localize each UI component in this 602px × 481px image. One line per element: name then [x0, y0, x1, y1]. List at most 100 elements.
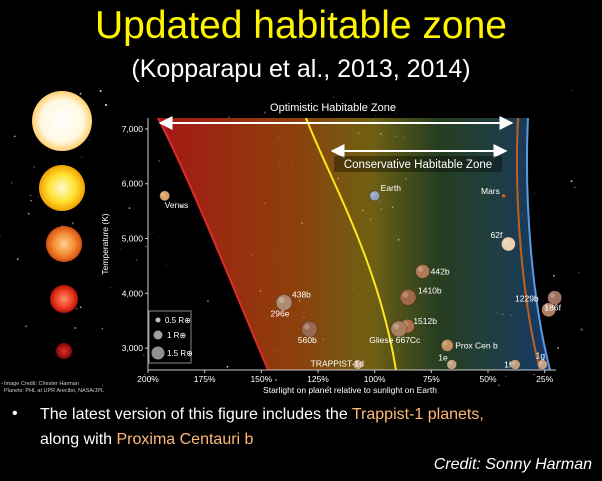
planet-marker: [446, 359, 458, 370]
star-k-type-icon: [46, 226, 82, 262]
planet-marker-highlight: [354, 361, 359, 365]
proxima-highlight: Proxima Centauri b: [116, 431, 254, 448]
background-star: [275, 379, 277, 382]
optimistic-zone-label: Optimistic Habitable Zone: [270, 102, 396, 114]
background-star: [105, 103, 108, 107]
planet-marker: [399, 289, 417, 306]
background-star: [88, 139, 90, 141]
star-color-sequence: [32, 91, 92, 359]
background-star: [30, 200, 32, 202]
planet-marker-highlight: [544, 305, 550, 311]
planet-marker: [547, 290, 562, 306]
planet-label: 296e: [271, 309, 290, 319]
background-star: [79, 92, 82, 95]
planet-marker: [390, 320, 408, 338]
background-star: [423, 94, 425, 95]
planet-marker: [159, 190, 170, 202]
image-credit-line-1: Image Credit: Chester Harman: [4, 381, 79, 387]
background-star: [75, 307, 78, 310]
background-star: [533, 373, 535, 375]
bullet-line-1: The latest version of this figure includ…: [40, 405, 484, 425]
planet-marker-highlight: [448, 361, 452, 365]
background-star: [135, 258, 138, 261]
background-star: [207, 278, 208, 280]
planet-marker: [509, 359, 521, 370]
background-star: [110, 286, 112, 288]
trappist-highlight: Trappist-1 planets,: [351, 406, 484, 423]
background-star: [207, 300, 209, 302]
background-star: [553, 274, 555, 277]
x-tick-label: 75%: [423, 374, 440, 384]
background-star: [101, 328, 104, 330]
background-star: [333, 96, 335, 98]
planet-marker-highlight: [278, 297, 285, 304]
planet-marker-highlight: [371, 192, 375, 197]
background-star: [81, 156, 83, 158]
planet-label: Earth: [381, 183, 402, 193]
size-legend-medium-icon: [153, 330, 163, 340]
star-g-type-icon: [39, 165, 85, 211]
size-legend-large-icon: [151, 346, 165, 360]
background-star: [145, 245, 147, 248]
planet-label: Venus: [165, 200, 189, 210]
y-axis-label: Temperature (K): [100, 213, 110, 275]
planet-label: 1f: [504, 360, 512, 370]
planet-marker-highlight: [304, 323, 310, 330]
planet-marker: [541, 302, 556, 318]
page-title: Updated habitable zone: [95, 4, 507, 47]
star-late-m-type-icon: [56, 343, 72, 359]
planet-label: 186f: [544, 303, 561, 313]
x-tick-label: 150%: [250, 374, 272, 384]
credit-text: Credit: Sonny Harman: [433, 456, 592, 473]
bullet-line-1-text: The latest version of this figure includ…: [40, 406, 352, 423]
planet-marker-highlight: [539, 361, 543, 365]
bullet-line-2: along with Proxima Centauri b: [40, 430, 253, 450]
background-star: [46, 354, 47, 355]
background-star: [498, 384, 500, 387]
planet-label: 438b: [292, 290, 311, 300]
x-axis-label: Starlight on planet relative to sunlight…: [263, 385, 437, 395]
background-star: [574, 186, 576, 189]
background-star: [101, 100, 102, 102]
background-star: [144, 374, 146, 376]
size-legend-small-icon: [155, 317, 161, 323]
background-star: [578, 272, 580, 274]
planet-marker-highlight: [550, 293, 556, 299]
bullet-marker: •: [12, 405, 18, 422]
x-tick-label: 25%: [536, 374, 553, 384]
planet-label: Gliese 667Cc: [369, 335, 421, 345]
planet-marker: [501, 236, 516, 252]
size-legend-label-small: 0.5 R⊕: [165, 316, 191, 325]
star-early-m-type-icon: [50, 285, 78, 313]
background-star: [557, 347, 559, 349]
planet-marker: [537, 359, 548, 370]
y-tick-label: 4,000: [122, 288, 144, 298]
planet-marker: [275, 294, 293, 311]
optimistic-inner-edge: [157, 117, 269, 371]
planet-marker-highlight: [402, 292, 409, 298]
background-star: [180, 204, 183, 207]
habitable-zone-chart: 3,000 4,000 5,000 6,000 7,000 200% 175% 150% 12…: [0, 89, 584, 395]
habitable-zone-band: [158, 118, 550, 370]
background-star: [226, 365, 229, 368]
size-legend: 0.5 R⊕ 1 R⊕ 1.5 R⊕: [148, 310, 193, 364]
background-star: [1, 382, 4, 385]
background-star: [99, 89, 102, 92]
planet-label: TRAPPIST-1d: [311, 359, 365, 369]
background-star: [534, 192, 536, 194]
image-credit-line-2: Planets: PHL at UPR Arecibo, NASA/JPL: [4, 388, 104, 394]
x-tick-label: 50%: [479, 374, 496, 384]
planet-label: 1229b: [515, 294, 539, 304]
background-star: [327, 386, 329, 388]
optimistic-outer-edge: [516, 117, 541, 371]
planet-marker-highlight: [161, 192, 165, 197]
planet-marker: [301, 320, 318, 338]
planet-label: 560b: [298, 335, 317, 345]
x-tick-label: 100%: [364, 374, 386, 384]
size-legend-label-large: 1.5 R⊕: [167, 349, 193, 358]
background-star: [71, 222, 74, 225]
background-star: [143, 354, 145, 356]
background-star: [198, 98, 200, 99]
background-star: [128, 207, 131, 209]
